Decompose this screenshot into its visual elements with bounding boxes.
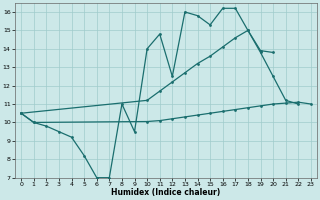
- X-axis label: Humidex (Indice chaleur): Humidex (Indice chaleur): [111, 188, 221, 197]
